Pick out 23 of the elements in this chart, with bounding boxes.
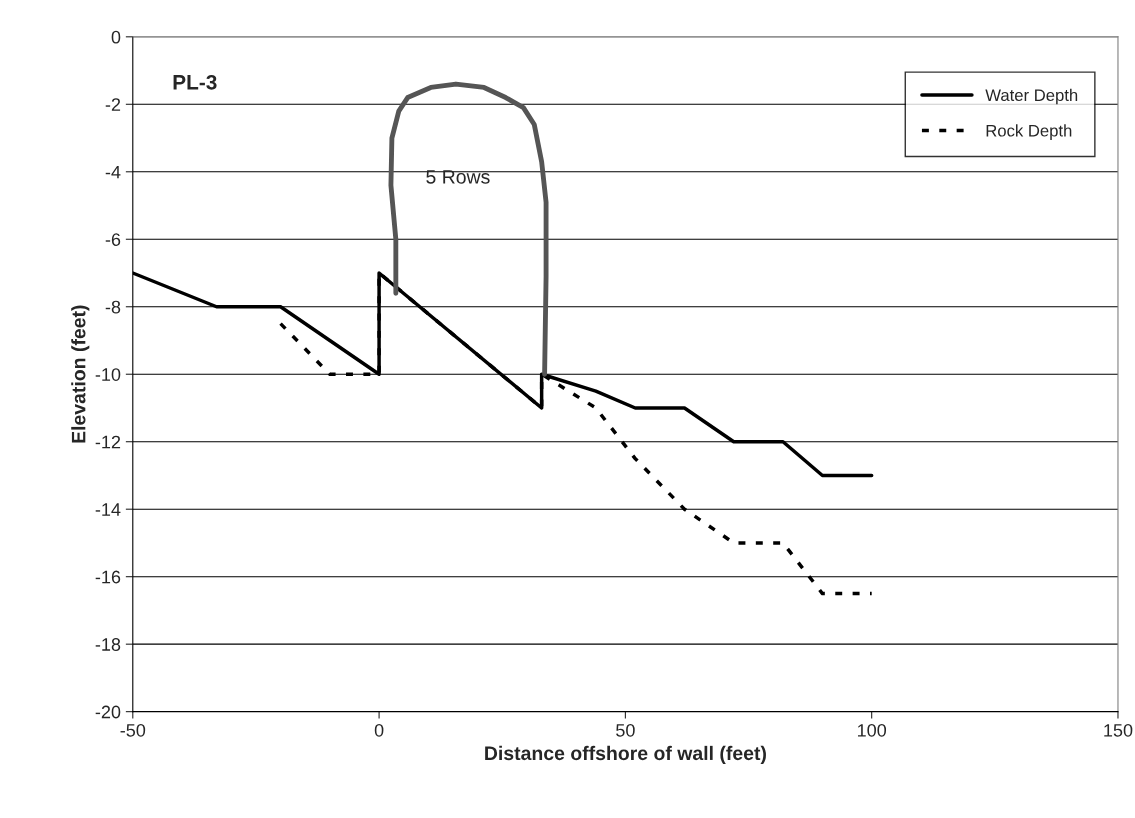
y-tick-label: -14 [95,503,121,516]
annotation: 5 Rows [426,170,490,184]
x-tick-label: -50 [120,723,146,737]
x-tick-label: 150 [1104,723,1133,737]
y-tick-label: -16 [95,570,121,584]
y-tick-label: -4 [105,165,121,179]
x-tick-label: 50 [616,723,635,737]
line-series [388,81,549,377]
y-tick-label: -6 [105,233,121,246]
x-tick-label: 0 [374,723,384,737]
y-tick-label: -10 [95,368,121,381]
legend-label: Rock Depth [986,124,1072,140]
y-tick-label: -2 [105,98,121,111]
y-tick-label: -18 [95,638,121,651]
x-axis-title: Distance offshore of wall (feet) [485,745,766,764]
x-tick-label: 100 [858,723,887,737]
y-tick-label: 0 [111,30,121,44]
y-tick-label: -8 [105,300,121,314]
annotation: PL-3 [173,74,217,90]
y-tick-label: -12 [95,435,121,449]
y-axis-title: Elevation (feet) [71,305,90,443]
legend-label: Water Depth [985,88,1078,105]
y-tick-label: -20 [95,705,121,719]
